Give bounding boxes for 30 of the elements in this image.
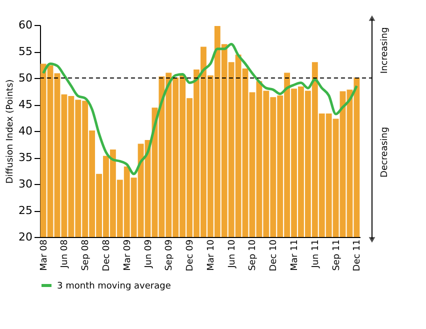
x-tick-label: Sep 10: [248, 239, 258, 271]
legend-label: 3 month moving average: [57, 282, 172, 292]
text: Increasing: [380, 27, 390, 74]
x-tick-label: Mar 09: [122, 239, 133, 271]
x-tick-label: Mar 10: [206, 239, 216, 271]
x-tick-label: Jun 09: [144, 239, 154, 269]
y-tick-label: 30: [18, 178, 32, 190]
x-tick-label: Dec 08: [102, 239, 112, 272]
x-tick-label: Jun 11: [310, 240, 321, 269]
y-tick-label: 40: [18, 124, 32, 138]
y-tick-label: 55: [18, 45, 32, 58]
x-tick-label: Sep 08: [81, 239, 92, 271]
x-tick-label: Dec 10: [269, 239, 280, 272]
x-tick-label: Sep 09: [164, 239, 175, 271]
x-tick-label: Jun 08: [60, 239, 70, 269]
x-tick-label: Mar 08: [39, 239, 50, 271]
y-tick-label: 60: [18, 18, 32, 32]
y-tick-label: 25: [18, 204, 32, 217]
y-tick-label: 45: [18, 98, 32, 111]
y-tick-label: 50: [18, 72, 32, 84]
y-tick-label: 35: [18, 151, 32, 164]
text: Decreasing: [380, 126, 390, 178]
x-tick-label: Dec 09: [186, 239, 196, 272]
y-tick-label: 20: [18, 230, 32, 244]
x-tick-label: Mar 11: [290, 240, 300, 271]
y-axis-title: Diffusion Index (Points): [6, 79, 16, 184]
line-series: [42, 42, 358, 176]
x-tick-label: Jun 10: [227, 239, 238, 269]
x-tick-label: Sep 11: [332, 240, 342, 271]
x-tick-label: Dec 11: [352, 240, 363, 272]
